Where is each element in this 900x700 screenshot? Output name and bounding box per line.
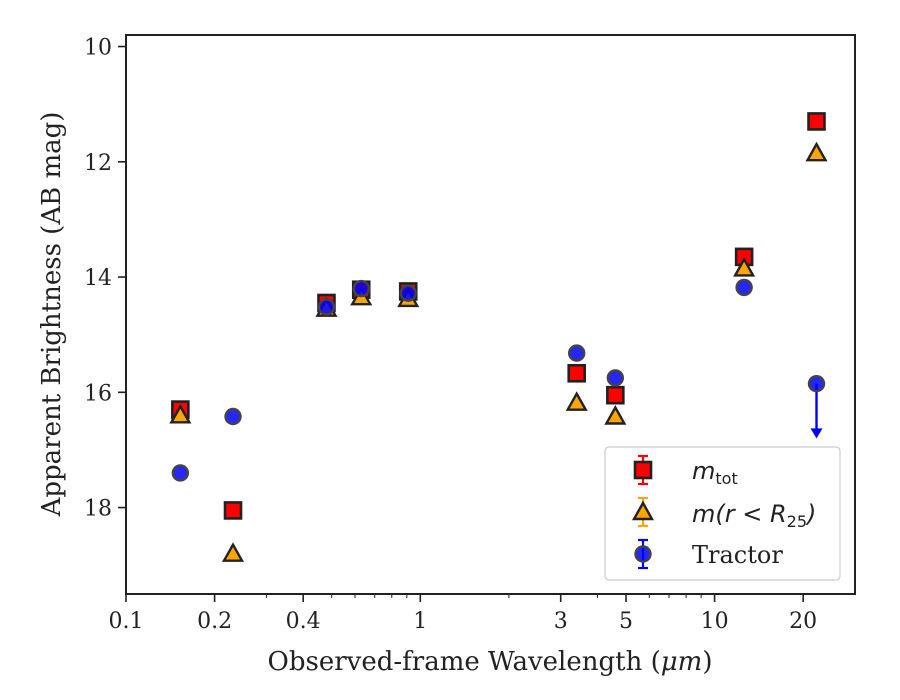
legend-marker-mtot	[633, 460, 653, 480]
legend-box	[604, 446, 841, 581]
tractor-point	[171, 464, 190, 482]
mr25-point	[565, 391, 588, 411]
y-tick-label: 16	[84, 381, 112, 406]
legend-marker-tractor	[634, 545, 652, 563]
mr25-point	[169, 403, 192, 424]
y-tick-label: 14	[84, 266, 112, 291]
tractor-point	[735, 278, 753, 297]
tractor-point	[807, 374, 826, 393]
y-tick-label: 18	[84, 497, 112, 522]
x-tick-label: 20	[789, 609, 817, 634]
legend-label-mtot: mtot	[692, 457, 738, 488]
x-axis-label: Observed-frame Wavelength (μm)	[268, 647, 713, 677]
data-markers	[169, 112, 828, 562]
y-tick-label: 12	[84, 151, 112, 176]
legend-marker-mr25	[631, 500, 655, 521]
x-tick-label: 0.1	[109, 609, 144, 634]
tractor-point	[352, 279, 370, 298]
x-tick-label: 0.4	[286, 609, 321, 634]
upper-limit-arrowhead	[810, 428, 823, 439]
legend-label-mr25: m(r < R25)	[692, 500, 816, 531]
mr25-point	[221, 542, 245, 562]
mr25-point	[733, 256, 756, 277]
legend-label-tractor: Tractor	[692, 541, 783, 569]
x-tick-label: 5	[619, 609, 633, 634]
legend-markers	[631, 454, 655, 570]
legend: mtot m(r < R25) Tractor	[604, 446, 841, 581]
tractor-point	[224, 407, 242, 426]
mtot-point	[606, 385, 625, 405]
y-axis-label: Apparent Brightness (AB mag)	[37, 112, 67, 518]
mtot-point	[807, 112, 826, 131]
x-tick-label: 0.2	[197, 609, 232, 634]
tractor-point	[399, 284, 417, 302]
x-tick-label: 3	[554, 609, 568, 634]
tractor-point	[317, 298, 336, 316]
mtot-point	[567, 363, 587, 383]
mr25-point	[805, 141, 828, 162]
y-axis: 10 12 14 16 18	[84, 36, 126, 522]
x-tick-label: 10	[701, 609, 729, 634]
mtot-point	[223, 501, 243, 520]
tractor-point	[568, 344, 586, 362]
y-tick-label: 10	[84, 36, 112, 61]
x-axis: 0.1 0.2 0.4 1 3 5 10 20	[109, 594, 817, 634]
tractor-point	[606, 369, 625, 387]
x-tick-label: 1	[413, 609, 427, 634]
mr25-point	[604, 405, 627, 425]
